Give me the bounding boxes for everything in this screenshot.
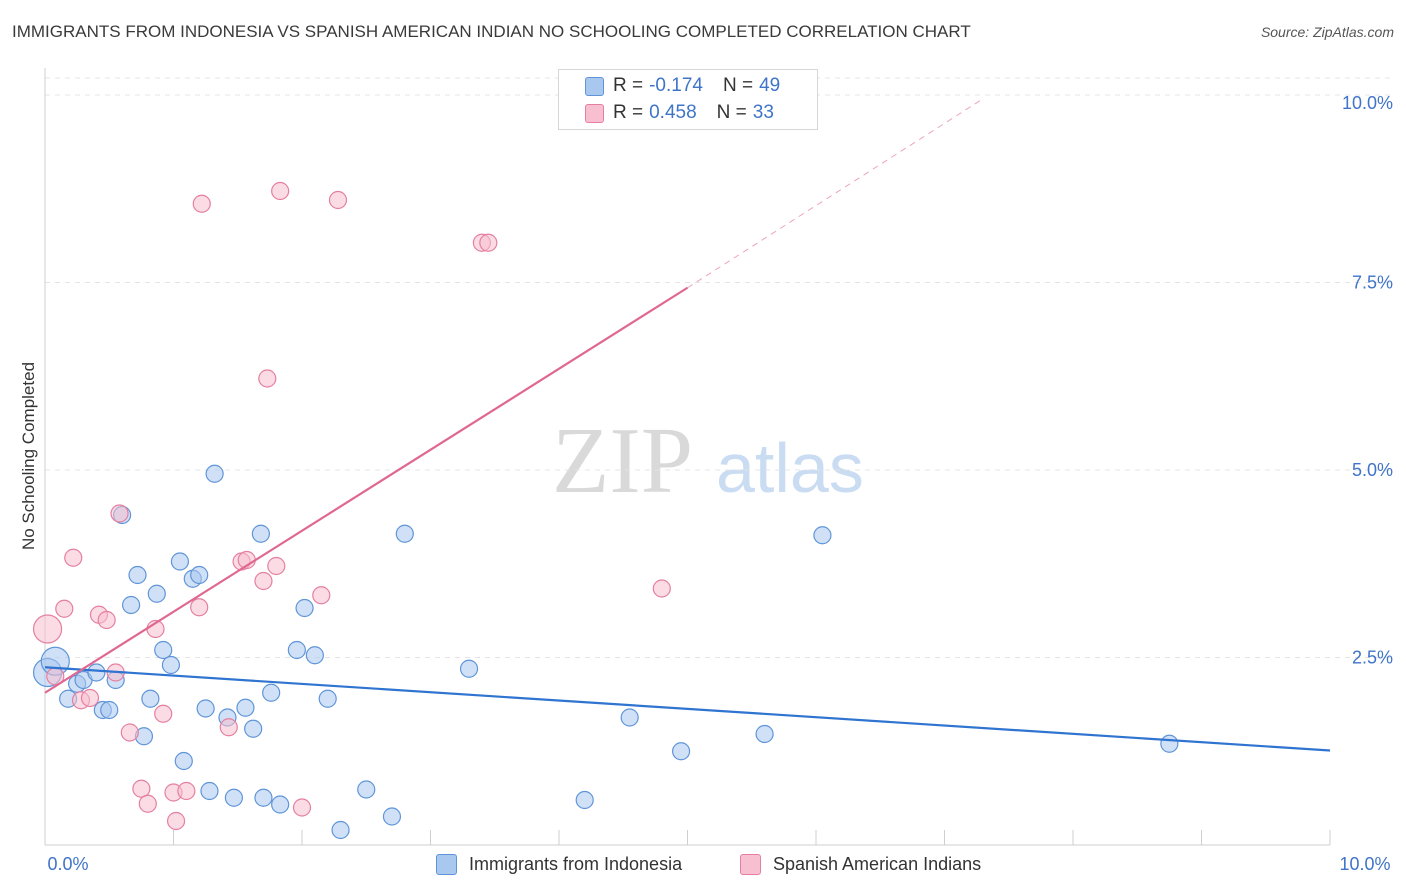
series-label: Immigrants from Indonesia bbox=[469, 853, 683, 874]
legend-swatch-blue bbox=[585, 76, 604, 96]
point-indonesia bbox=[459, 659, 479, 678]
watermark-atlas: atlas bbox=[716, 429, 864, 507]
point-spanish-american-indian bbox=[190, 598, 209, 617]
point-indonesia bbox=[575, 790, 594, 810]
series-swatch-blue bbox=[436, 853, 457, 875]
point-spanish-american-indian bbox=[166, 811, 186, 831]
y-axis-label: No Schooling Completed bbox=[19, 362, 38, 550]
point-spanish-american-indian bbox=[64, 548, 83, 567]
point-indonesia bbox=[262, 683, 281, 702]
legend-r-value: -0.174 bbox=[649, 75, 703, 96]
point-spanish-american-indian bbox=[312, 586, 331, 605]
point-indonesia bbox=[305, 646, 324, 665]
point-indonesia bbox=[205, 464, 224, 483]
point-indonesia bbox=[236, 698, 255, 717]
point-spanish-american-indian bbox=[652, 579, 671, 598]
point-indonesia bbox=[254, 788, 273, 807]
point-indonesia bbox=[190, 565, 209, 585]
point-spanish-american-indian bbox=[154, 704, 173, 723]
point-indonesia bbox=[128, 565, 147, 585]
point-spanish-american-indian bbox=[271, 181, 290, 201]
point-spanish-american-indian bbox=[177, 781, 196, 801]
point-indonesia bbox=[154, 640, 173, 660]
point-spanish-american-indian bbox=[219, 718, 238, 737]
point-indonesia bbox=[200, 781, 219, 801]
point-spanish-american-indian bbox=[479, 233, 498, 252]
point-spanish-american-indian bbox=[132, 779, 151, 798]
legend-row-spanish-american-indians: R = 0.458 N = 33 bbox=[585, 100, 774, 126]
point-indonesia bbox=[287, 640, 306, 660]
series-swatch-pink bbox=[740, 853, 761, 875]
correlation-legend: R = -0.174 N = 49 R = 0.458 N = 33 bbox=[558, 69, 818, 130]
legend-swatch-pink bbox=[585, 103, 604, 123]
legend-n-value: 49 bbox=[759, 75, 781, 96]
legend-n-label: N = bbox=[722, 75, 754, 96]
point-spanish-american-indian bbox=[192, 194, 211, 213]
point-indonesia bbox=[147, 584, 166, 603]
point-indonesia bbox=[620, 708, 639, 727]
point-spanish-american-indian bbox=[267, 556, 286, 576]
point-spanish-american-indian bbox=[328, 190, 348, 210]
x-tick-label-max: 10.0% bbox=[1339, 854, 1390, 874]
point-indonesia bbox=[755, 724, 774, 744]
point-indonesia bbox=[196, 699, 215, 718]
trendline-spanish-american-indians bbox=[44, 286, 689, 694]
point-indonesia bbox=[251, 524, 270, 543]
point-indonesia bbox=[87, 663, 106, 682]
point-spanish-american-indian bbox=[258, 369, 277, 388]
point-indonesia bbox=[382, 807, 402, 826]
point-spanish-american-indian bbox=[110, 504, 129, 523]
point-spanish-american-indian bbox=[97, 610, 116, 630]
point-indonesia bbox=[295, 598, 314, 618]
legend-n-label: N = bbox=[716, 102, 747, 123]
point-indonesia bbox=[121, 595, 141, 615]
source-label: Source: ZipAtlas.com bbox=[1260, 24, 1394, 40]
trendline-indonesia bbox=[44, 666, 1331, 752]
trendline-extension bbox=[687, 98, 984, 289]
y-tick-label: 10.0% bbox=[1342, 93, 1393, 113]
point-indonesia bbox=[244, 719, 263, 738]
point-spanish-american-indian bbox=[138, 794, 157, 813]
point-indonesia bbox=[161, 655, 181, 675]
legend-row-indonesia: R = -0.174 N = 49 bbox=[585, 73, 780, 99]
point-indonesia bbox=[141, 689, 160, 708]
point-spanish-american-indian bbox=[32, 614, 63, 644]
point-indonesia bbox=[224, 788, 243, 807]
point-spanish-american-indian bbox=[254, 571, 273, 591]
y-tick-label: 2.5% bbox=[1352, 648, 1393, 668]
series-legend-spanish-american-indians: Spanish American Indians bbox=[740, 851, 981, 877]
point-indonesia bbox=[170, 552, 190, 571]
point-indonesia bbox=[318, 689, 337, 708]
point-spanish-american-indian bbox=[80, 688, 100, 708]
legend-n-value: 33 bbox=[752, 102, 774, 123]
legend-r-label: R = bbox=[613, 75, 644, 96]
point-spanish-american-indian bbox=[292, 798, 312, 817]
legend-r-label: R = bbox=[613, 102, 644, 123]
point-indonesia bbox=[813, 526, 832, 545]
watermark-zip: ZIP bbox=[552, 409, 693, 513]
chart-title: IMMIGRANTS FROM INDONESIA VS SPANISH AME… bbox=[12, 22, 971, 41]
point-indonesia bbox=[331, 820, 350, 840]
y-tick-label: 5.0% bbox=[1352, 460, 1393, 480]
x-tick-label-min: 0.0% bbox=[47, 854, 88, 874]
point-spanish-american-indian bbox=[120, 723, 139, 742]
y-tick-label: 7.5% bbox=[1352, 273, 1393, 293]
point-spanish-american-indian bbox=[55, 599, 74, 618]
point-indonesia bbox=[395, 524, 414, 543]
point-indonesia bbox=[1160, 734, 1179, 753]
legend-r-value: 0.458 bbox=[649, 102, 697, 123]
point-indonesia bbox=[671, 742, 691, 761]
series-label: Spanish American Indians bbox=[773, 853, 982, 874]
point-indonesia bbox=[357, 780, 376, 799]
series-legend-indonesia: Immigrants from Indonesia bbox=[436, 851, 682, 877]
point-indonesia bbox=[100, 700, 119, 720]
point-indonesia bbox=[271, 795, 290, 814]
point-indonesia bbox=[174, 751, 193, 771]
